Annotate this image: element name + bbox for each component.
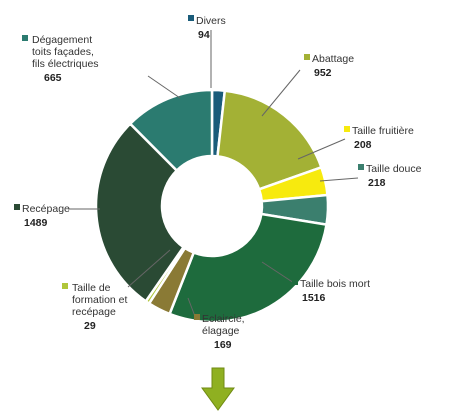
slice-value-0: 94 (198, 29, 210, 41)
legend-swatch-4 (292, 279, 298, 285)
slice-label-1-line-0: Abattage (312, 53, 354, 65)
legend-swatch-3 (358, 164, 364, 170)
leader-line-3 (319, 177, 359, 182)
slice-label-6-line-1: formation et (72, 294, 128, 306)
slice-value-1: 952 (314, 67, 332, 79)
slice-label-5-line-1: élagage (202, 325, 240, 337)
slice-8 (128, 88, 214, 173)
slice-label-6-line-0: Taille de (72, 282, 111, 294)
legend-swatch-6 (62, 283, 68, 289)
slice-label-7-line-0: Recépage (22, 203, 70, 215)
down-arrow-icon (201, 367, 235, 411)
leader-line-1 (261, 69, 301, 117)
arrow-shape (201, 367, 235, 411)
donut-slices (94, 88, 330, 324)
legend-swatch-1 (304, 54, 310, 60)
slice-labels: Divers 94 Abattage 952 Taille fruitière 208 Ta… (14, 15, 422, 351)
legend-swatch-5 (194, 314, 200, 320)
legend-swatch-8 (22, 35, 28, 41)
slice-value-7: 1489 (24, 217, 48, 229)
slice-value-6: 29 (84, 320, 96, 332)
slice-value-5: 169 (214, 339, 232, 351)
slice-label-8-line-2: fils électriques (32, 58, 99, 70)
slice-label-5-line-0: Eclaircie, (202, 313, 245, 325)
leader-lines (68, 30, 359, 320)
slice-label-0-line-0: Divers (196, 15, 226, 27)
slice-4 (167, 212, 328, 324)
legend-swatch-7 (14, 204, 20, 210)
leader-line-8 (147, 75, 181, 99)
slice-label-6-line-2: recépage (72, 306, 116, 318)
leader-line-2 (297, 138, 346, 160)
slice-label-3-line-0: Taille douce (366, 163, 422, 175)
legend-swatch-2 (344, 126, 350, 132)
slice-label-4-line-0: Taille bois mort (300, 278, 370, 290)
slice-label-8-line-1: toits façades, (32, 46, 94, 58)
slice-value-4: 1516 (302, 292, 326, 304)
slice-value-8: 665 (44, 72, 62, 84)
slice-1 (216, 89, 323, 191)
slice-label-2-line-0: Taille fruitière (352, 125, 414, 137)
leader-line-6 (127, 249, 171, 288)
legend-swatch-0 (188, 15, 194, 21)
slice-value-3: 218 (368, 177, 386, 189)
leader-line-4 (261, 261, 295, 284)
slice-value-2: 208 (354, 139, 372, 151)
slice-label-8-line-0: Dégagement (32, 34, 92, 46)
